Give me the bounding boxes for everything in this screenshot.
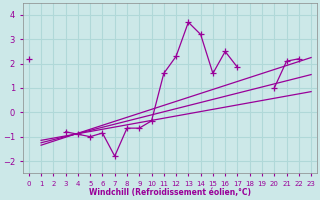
X-axis label: Windchill (Refroidissement éolien,°C): Windchill (Refroidissement éolien,°C) bbox=[89, 188, 251, 197]
